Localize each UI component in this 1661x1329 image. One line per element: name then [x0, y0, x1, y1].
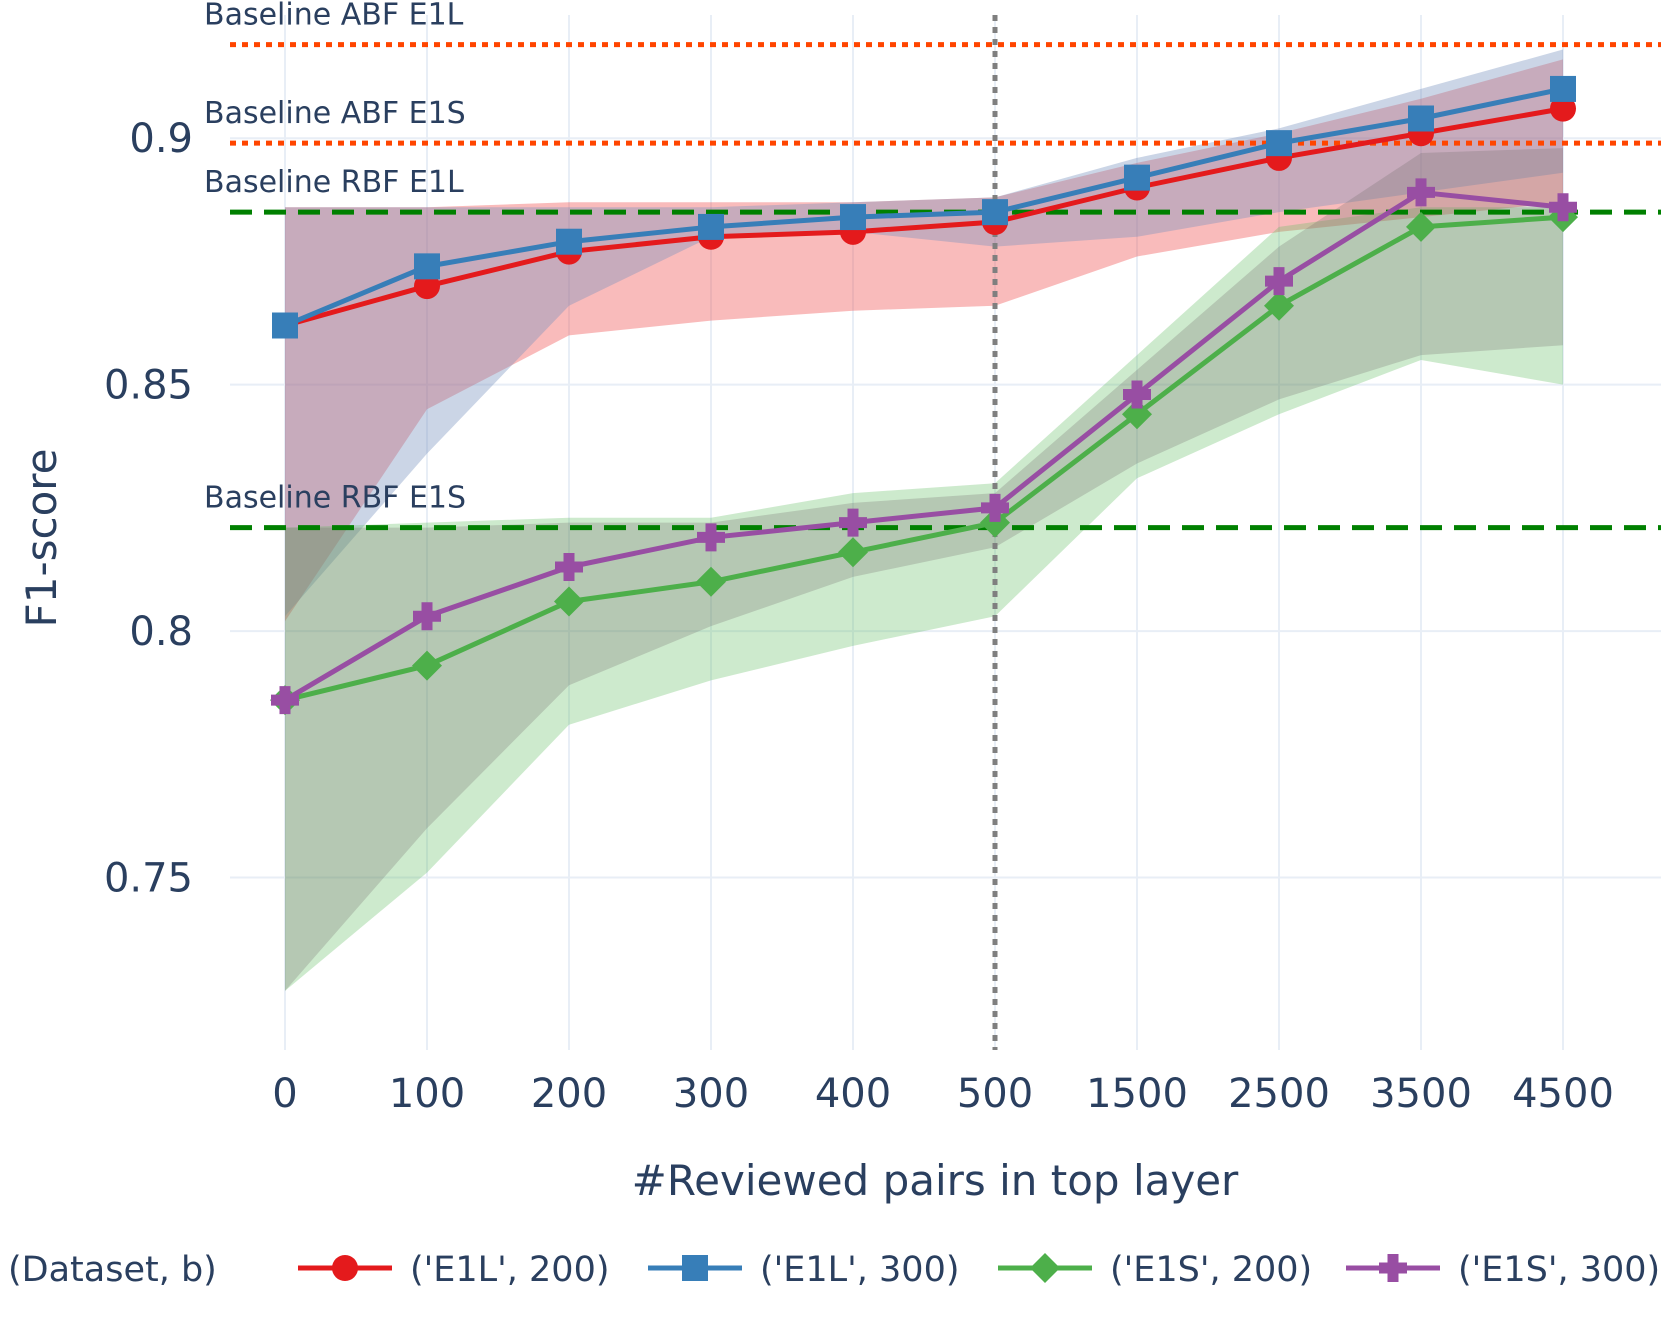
- series-2-point-100: [414, 253, 440, 280]
- confidence-bands: [285, 49, 1563, 991]
- series-2-point-500: [982, 199, 1008, 226]
- legend-label-2: ('E1L', 300): [760, 1250, 960, 1290]
- series-2-point-300: [698, 213, 724, 240]
- series-3-point-2500: [1264, 290, 1294, 321]
- series-3-point-300: [696, 566, 726, 597]
- confidence-band-3: [285, 207, 1563, 991]
- legend-title: (Dataset, b): [8, 1250, 217, 1290]
- y-axis-ticks: 0.75 0.8 0.85 0.9: [104, 116, 193, 901]
- confidence-band-2: [285, 49, 1563, 617]
- series-line-2: [284, 86, 1564, 328]
- legend-marker-1: [332, 1255, 358, 1281]
- series-4-point-2500: [1265, 267, 1293, 296]
- legend-marker-4: [1379, 1254, 1407, 1282]
- confidence-band-1: [285, 59, 1563, 622]
- series-4-point-0: [271, 686, 299, 715]
- baseline-label-2: Baseline ABF E1S: [204, 96, 466, 131]
- y-axis-title: F1-score: [17, 449, 66, 628]
- x-tick-label: 100: [389, 1071, 465, 1117]
- legend: (Dataset, b) ('E1L', 200) ('E1L', 300) ('E…: [8, 1250, 1660, 1290]
- x-axis-title: #Reviewed pairs in top layer: [632, 1156, 1239, 1205]
- series-line-3: [284, 214, 1564, 703]
- series-2-point-1500: [1124, 164, 1150, 191]
- y-tick-label: 0.75: [104, 856, 193, 902]
- legend-label-3: ('E1S', 200): [1110, 1250, 1312, 1290]
- legend-label-1: ('E1L', 200): [410, 1250, 610, 1290]
- x-tick-label: 4500: [1512, 1071, 1614, 1117]
- series-lines: [270, 75, 1578, 716]
- baseline-label-4: Baseline RBF E1S: [204, 481, 466, 516]
- x-tick-label: 400: [815, 1071, 891, 1117]
- legend-marker-3: [1030, 1253, 1060, 1283]
- series-4-point-4500: [1549, 193, 1577, 222]
- legend-label-4: ('E1S', 300): [1458, 1250, 1660, 1290]
- series-4-point-100: [413, 602, 441, 631]
- series-3-point-3500: [1406, 211, 1436, 242]
- x-tick-label: 2500: [1228, 1071, 1330, 1117]
- series-1-point-100: [414, 273, 440, 300]
- x-tick-label: 3500: [1370, 1071, 1472, 1117]
- legend-marker-2: [682, 1255, 708, 1281]
- series-2-point-3500: [1408, 105, 1434, 132]
- x-tick-label: 1500: [1086, 1071, 1188, 1117]
- x-tick-label: 200: [531, 1071, 607, 1117]
- series-2-point-400: [840, 204, 866, 231]
- baseline-label-3: Baseline RBF E1L: [204, 165, 464, 200]
- series-2-point-0: [272, 312, 298, 339]
- series-3-point-200: [554, 586, 584, 617]
- series-3-point-500: [980, 507, 1010, 538]
- baseline-label-1: Baseline ABF E1L: [204, 0, 464, 33]
- series-1-point-4500: [1550, 95, 1576, 122]
- y-tick-label: 0.8: [129, 609, 193, 655]
- series-line-1: [284, 106, 1564, 328]
- series-2-point-2500: [1266, 130, 1292, 157]
- x-tick-label: 0: [272, 1071, 297, 1117]
- y-tick-label: 0.9: [129, 116, 193, 162]
- series-4-point-1500: [1123, 380, 1151, 409]
- series-4-point-3500: [1407, 178, 1435, 207]
- series-2-point-200: [556, 228, 582, 255]
- series-3-point-100: [412, 650, 442, 681]
- y-tick-label: 0.85: [104, 363, 193, 409]
- series-4-point-500: [981, 493, 1009, 522]
- series-4-point-300: [697, 523, 725, 552]
- series-4-point-200: [555, 553, 583, 581]
- x-axis-ticks: 0 100 200 300 400 500 1500 2500 3500 4500: [272, 1071, 1614, 1117]
- series-3-point-1500: [1122, 399, 1152, 430]
- series-2-point-4500: [1550, 75, 1576, 102]
- series-4-point-400: [839, 508, 867, 537]
- x-tick-label: 500: [957, 1071, 1033, 1117]
- series-3-point-400: [838, 537, 868, 568]
- series-line-4: [283, 189, 1564, 703]
- confidence-band-4: [285, 148, 1563, 991]
- x-tick-label: 300: [673, 1071, 749, 1117]
